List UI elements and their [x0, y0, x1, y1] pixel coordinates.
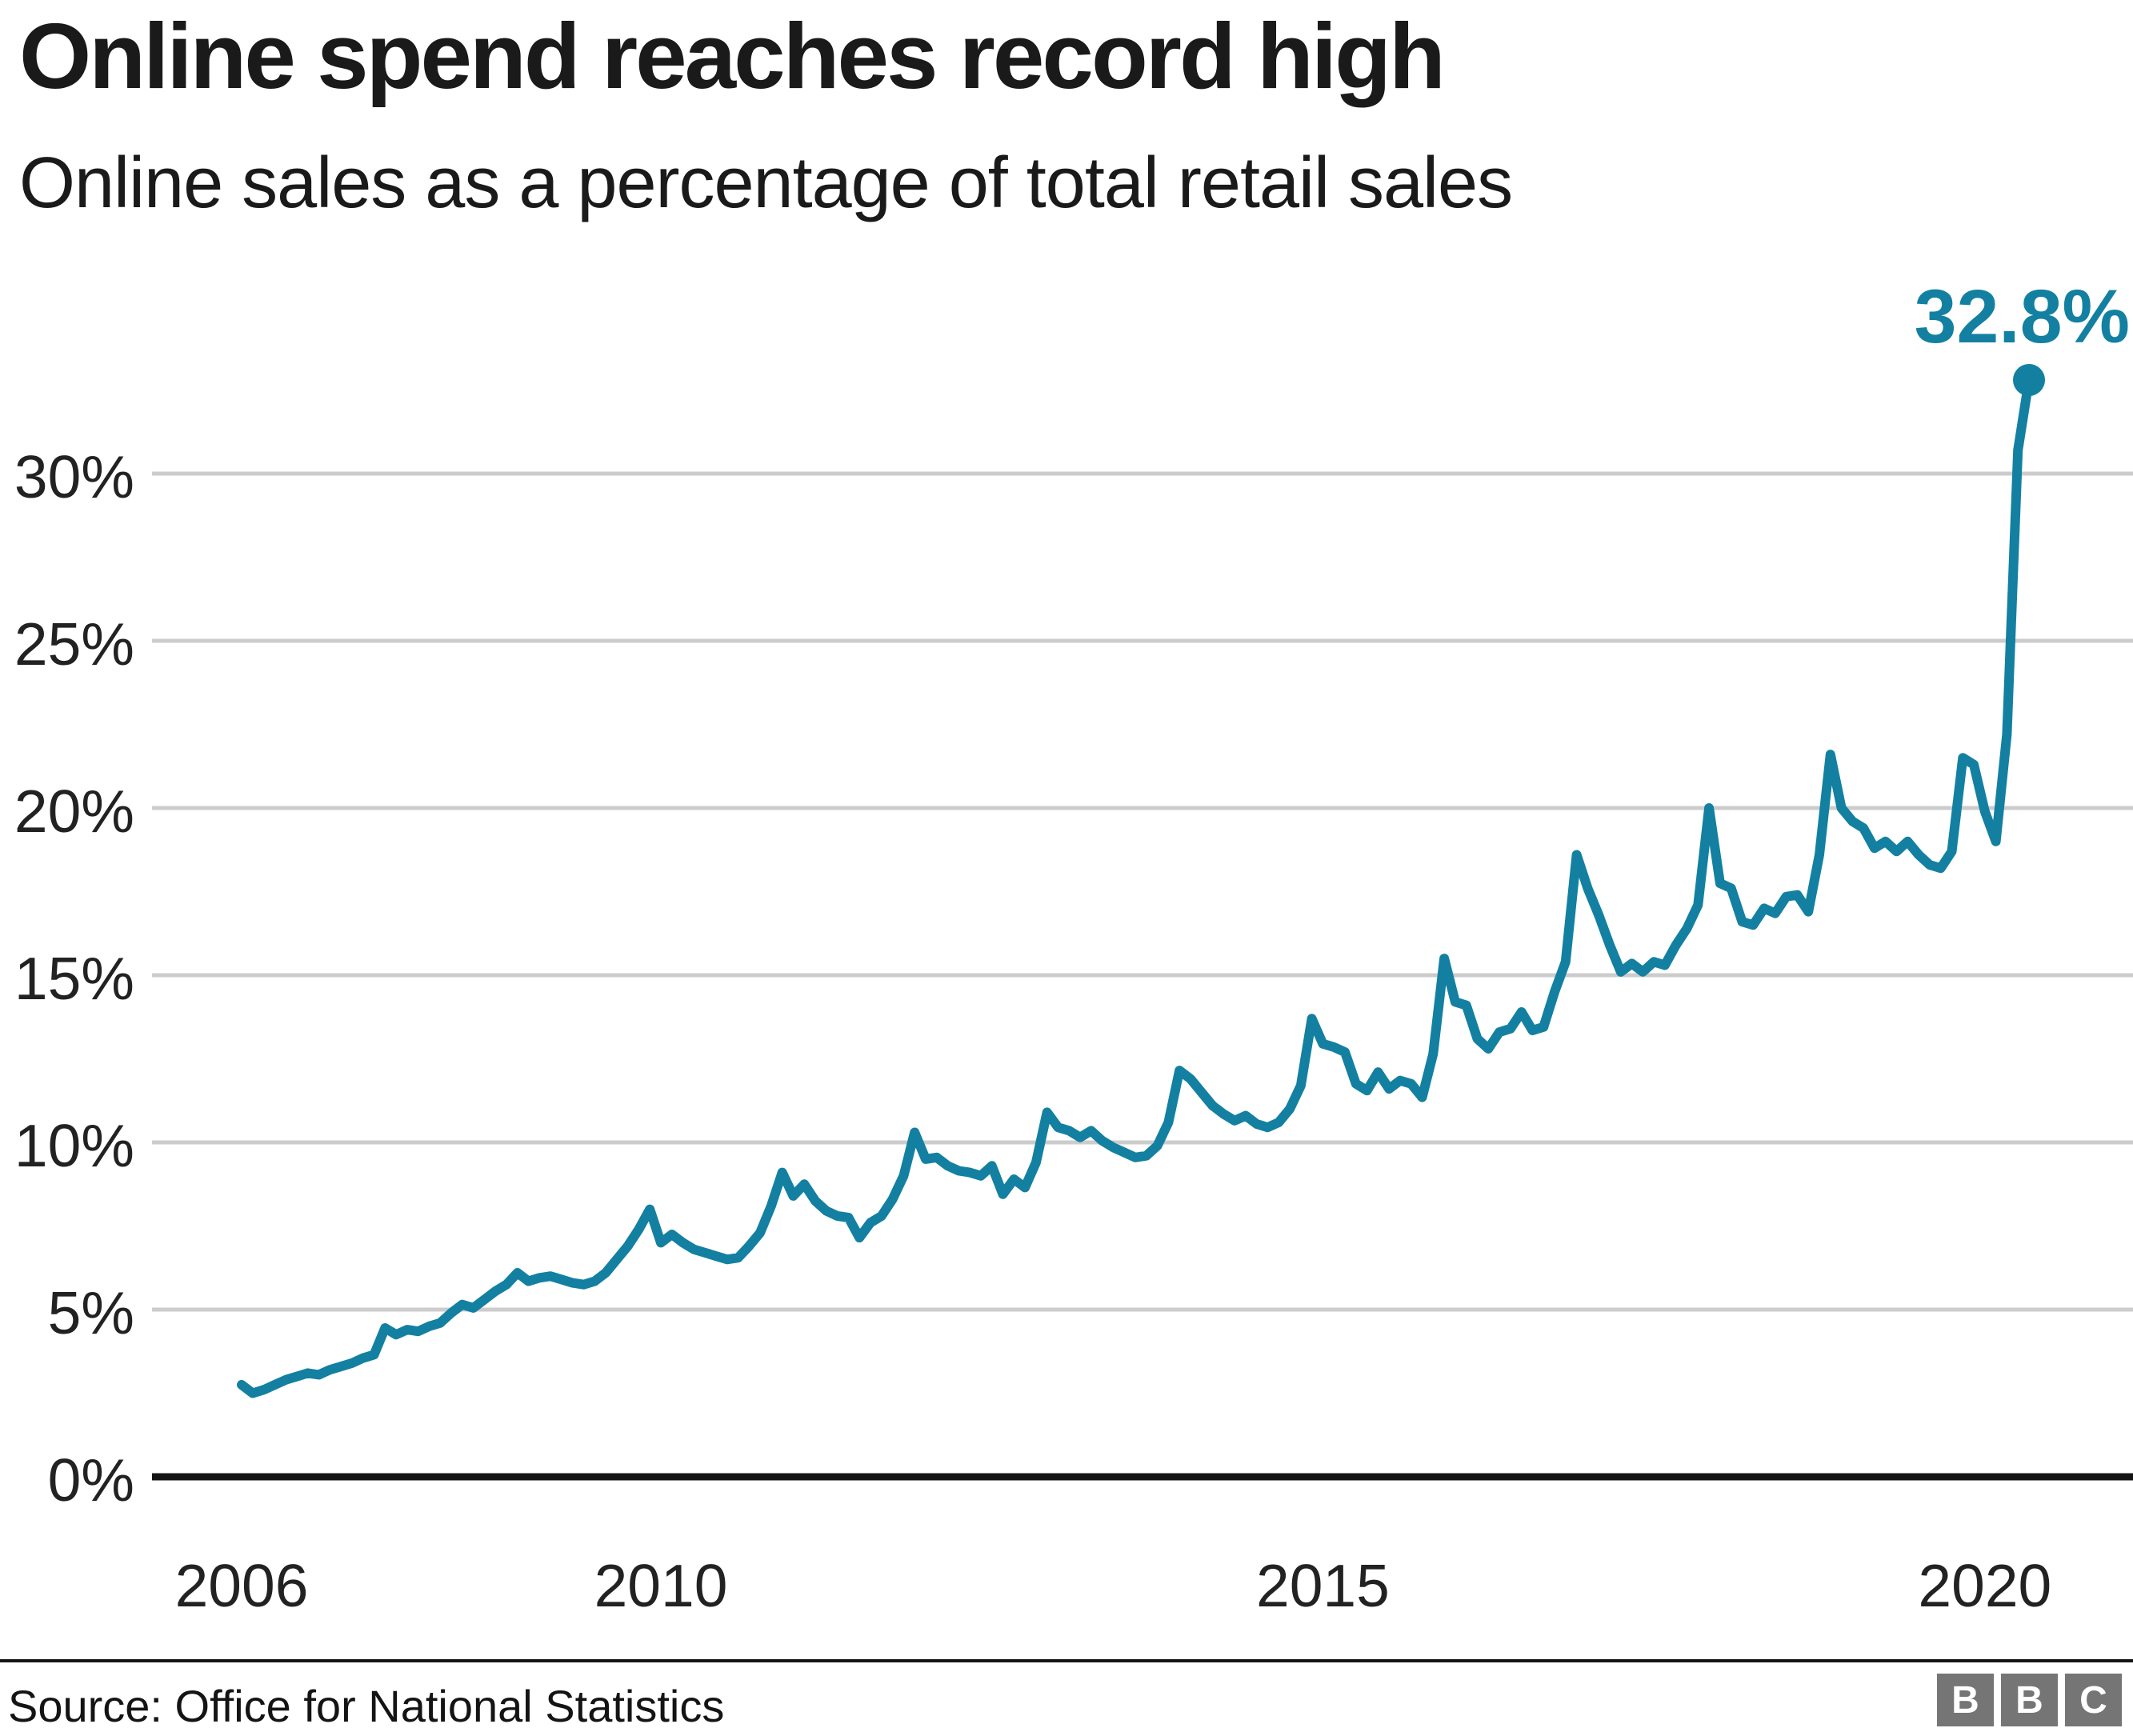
bbc-logo-block-b2: B — [2001, 1674, 2058, 1726]
y-tick-label-15: 15% — [14, 945, 134, 1012]
bbc-logo-block-b1: B — [1937, 1674, 1994, 1726]
y-tick-label-25: 25% — [14, 610, 134, 678]
chart-header: Online spend reaches record high Online … — [19, 4, 2115, 225]
y-tick-label-5: 5% — [48, 1279, 134, 1346]
bbc-logo: B B C — [1937, 1674, 2122, 1726]
chart-footer: Source: Office for National Statistics B… — [0, 1659, 2133, 1736]
y-tick-label-30: 30% — [14, 443, 134, 510]
x-tick-label-2006: 2006 — [175, 1552, 309, 1619]
y-tick-label-0: 0% — [48, 1446, 134, 1514]
source-caption: Source: Office for National Statistics — [8, 1681, 725, 1731]
online-sales-series-line — [237, 375, 2034, 1398]
y-tick-label-10: 10% — [14, 1112, 134, 1179]
bbc-logo-block-c: C — [2065, 1674, 2122, 1726]
latest-value-dot — [2013, 363, 2045, 396]
page-title: Online spend reaches record high — [19, 4, 1446, 108]
x-tick-label-2020: 2020 — [1918, 1552, 2051, 1619]
peak-value-annotation: 32.8% — [1915, 274, 2130, 359]
chart-subtitle: Online sales as a percentage of total re… — [19, 142, 1513, 223]
x-tick-label-2010: 2010 — [594, 1552, 728, 1619]
x-tick-label-2015: 2015 — [1256, 1552, 1390, 1619]
y-tick-label-20: 20% — [14, 778, 134, 845]
